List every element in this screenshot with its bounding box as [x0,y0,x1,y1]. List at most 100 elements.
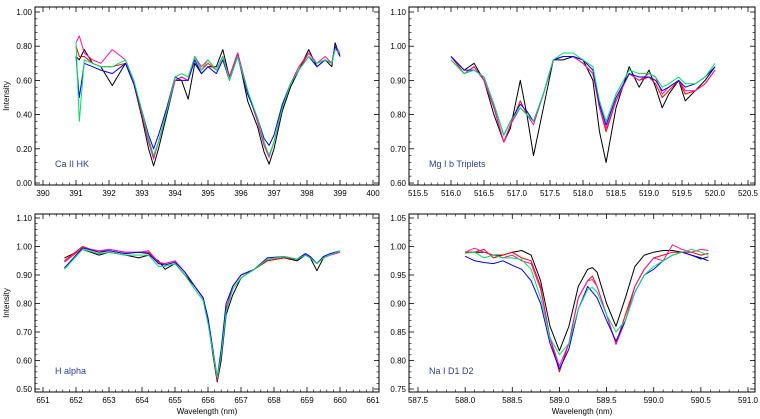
y-tick-label: 0.80 [390,111,406,120]
y-tick-label: 0.75 [390,385,406,394]
x-tick-label: 590.5 [691,396,712,405]
y-tick-label: 1.00 [16,243,32,252]
x-tick-label: 657 [234,396,248,405]
series-line-green [64,248,341,379]
y-tick-label: 0.80 [16,300,32,309]
x-tick-label: 656 [201,396,215,405]
panel-na-i-d1-d2: 587.5 588.0 588.5 589.0 589.5 590.0 590.5 591.0… [390,213,759,416]
x-tick-label: 393 [135,189,149,198]
x-tick-label: 516.5 [474,189,495,198]
y-tick-label: 1.05 [390,214,406,223]
x-tick-label: 390 [36,189,50,198]
x-tick-label: 396 [234,189,248,198]
y-tick-label: 0.60 [390,179,406,188]
y-tick-label: 0.80 [16,42,32,51]
series-line-magenta [450,56,716,143]
panel-label: Mg I b Triplets [429,159,486,169]
x-tick-label: 518.5 [606,189,627,198]
x-tick-label: 516.0 [441,189,462,198]
x-tick-label: 398 [300,189,314,198]
y-tick-label: 0.90 [16,271,32,280]
series-line-green [450,52,716,136]
y-tick-label: 0.85 [390,328,406,337]
x-tick-label: 517.0 [507,189,528,198]
y-tick-label: 0.50 [16,385,32,394]
x-tick-label: 519.0 [639,189,660,198]
x-tick-label: 658 [267,396,281,405]
x-tick-label: 588.0 [455,396,476,405]
x-tick-label: 520.0 [705,189,726,198]
series-line-black [64,248,341,383]
y-axis-title: Intensity [2,81,11,111]
y-tick-label: 0.90 [390,76,406,85]
series-line-magenta [464,244,709,367]
plot-frame [34,213,380,393]
x-tick-label: 653 [102,396,116,405]
y-tick-label: 0.60 [16,357,32,366]
y-tick-label: 1.00 [16,8,32,17]
x-tick-label: 392 [102,189,116,198]
x-tick-label: 659 [300,396,314,405]
x-tick-label: 399 [333,189,347,198]
y-tick-label: 0.80 [390,357,406,366]
x-tick-label: 652 [69,396,83,405]
x-tick-label: 654 [135,396,149,405]
series-line-black [450,56,716,163]
y-axis-title: Intensity [2,288,11,318]
x-tick-label: 391 [69,189,83,198]
x-tick-label: 588.5 [502,396,523,405]
series-line-blue [64,247,341,379]
y-tick-label: 1.00 [390,42,406,51]
x-tick-label: 397 [267,189,281,198]
x-tick-label: 394 [168,189,182,198]
series-line-green [75,42,341,157]
y-tick-label: 0.20 [16,145,32,154]
y-tick-label: 1.00 [390,243,406,252]
x-tick-label: 517.5 [540,189,561,198]
y-tick-label: 1.10 [16,214,32,223]
panel-h-alpha: 651 652 653 654 655 656 657 658 659 660 661 0.50 0.6… [2,213,380,416]
x-tick-label: 400 [366,189,380,198]
series-line-black [75,42,341,167]
y-tick-label: 0.70 [390,145,406,154]
y-tick-label: 1.10 [390,8,406,17]
panel-label: H alpha [55,366,86,376]
x-tick-label: 520.5 [738,189,759,198]
x-tick-label: 518.0 [573,189,594,198]
x-tick-label: 655 [168,396,182,405]
x-tick-label: 587.5 [408,396,429,405]
y-tick-label: 0.90 [390,300,406,309]
series-line-black [465,250,709,352]
y-tick-label: 0.40 [16,111,32,120]
panel-label: Ca II HK [55,159,89,169]
y-tick-label: 0.00 [16,179,32,188]
series-line-blue [75,45,341,150]
x-tick-label: 395 [201,189,215,198]
series-line-blue [464,251,709,370]
series-line-magenta [75,35,341,160]
x-axis-title: Wavelength (nm) [177,407,238,416]
x-tick-label: 519.5 [672,189,693,198]
panel-label: Na I D1 D2 [429,366,474,376]
x-axis-title: Wavelength (nm) [552,407,613,416]
x-tick-label: 590.0 [644,396,665,405]
series-line-red [75,45,341,158]
x-tick-label: 661 [366,396,380,405]
plot-frame [34,6,380,186]
series-line-red [465,248,709,373]
x-tick-label: 660 [333,396,347,405]
series-line-red [64,246,341,381]
x-tick-label: 591.0 [738,396,759,405]
series-line-magenta [64,247,341,380]
plot-frame [408,213,756,393]
x-tick-label: 589.5 [597,396,618,405]
series-line-green [465,248,709,356]
y-tick-label: 0.60 [16,76,32,85]
x-tick-label: 651 [36,396,50,405]
plot-frame [408,6,756,186]
x-tick-label: 515.5 [408,189,429,198]
x-tick-label: 589.0 [549,396,570,405]
y-tick-label: 0.95 [390,271,406,280]
panel-ca-ii-hk: 390 391 392 393 394 395 396 397 398 399 400 0.00 0.2… [2,6,380,198]
